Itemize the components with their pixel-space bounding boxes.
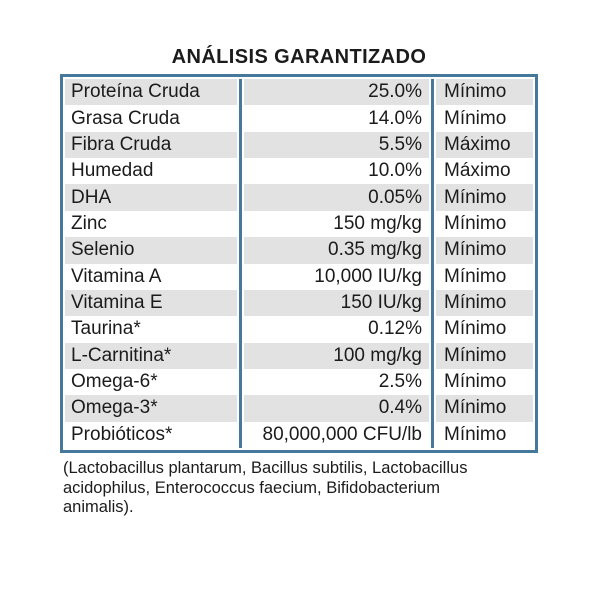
- table-row: Omega-3* 0.4% Mínimo: [65, 395, 533, 422]
- table-row: Taurina* 0.12% Mínimo: [65, 316, 533, 342]
- qualifier-cell: Mínimo: [444, 292, 507, 314]
- qualifier-cell: Mínimo: [444, 423, 507, 445]
- qualifier-cell: Máximo: [444, 133, 511, 155]
- qualifier-cell: Mínimo: [444, 371, 507, 393]
- qualifier-cell: Mínimo: [444, 344, 507, 366]
- nutrient-value-cell: 150 mg/kg: [333, 212, 422, 234]
- table-row: Zinc 150 mg/kg Mínimo: [65, 211, 533, 237]
- nutrient-value-cell: 5.5%: [378, 133, 422, 155]
- qualifier-cell: Mínimo: [444, 265, 507, 287]
- footnote-line: animalis).: [63, 498, 134, 516]
- table-row: DHA 0.05% Mínimo: [65, 184, 533, 211]
- column-divider: [237, 79, 244, 449]
- qualifier-cell: Mínimo: [444, 397, 507, 419]
- nutrient-value-cell: 10.0%: [368, 160, 422, 182]
- nutrient-name-cell: Proteína Cruda: [71, 81, 200, 103]
- nutrient-name-cell: Taurina*: [71, 318, 141, 340]
- table-row: L-Carnitina* 100 mg/kg Mínimo: [65, 342, 533, 369]
- table-row: Grasa Cruda 14.0% Mínimo: [65, 105, 533, 131]
- footnote-line: acidophilus, Enterococcus faecium, Bifid…: [63, 478, 440, 497]
- qualifier-cell: Mínimo: [444, 186, 507, 208]
- analysis-table-rows: Proteína Cruda 25.0% Mínimo Grasa Cruda …: [65, 79, 533, 449]
- nutrient-value-cell: 0.05%: [368, 186, 422, 208]
- table-row: Probióticos* 80,000,000 CFU/lb Mínimo: [65, 422, 533, 448]
- nutrient-name-cell: Omega-6*: [71, 371, 158, 393]
- table-row: Vitamina A 10,000 IU/kg Mínimo: [65, 264, 533, 290]
- table-row: Fibra Cruda 5.5% Máximo: [65, 131, 533, 159]
- nutrient-name-cell: Omega-3*: [71, 397, 158, 419]
- nutrient-name-cell: Zinc: [71, 212, 107, 234]
- nutrient-value-cell: 25.0%: [368, 81, 422, 103]
- footnote-line: (Lactobacillus plantarum, Bacillus subti…: [63, 459, 468, 477]
- nutrient-name-cell: DHA: [71, 186, 112, 208]
- nutrient-name-cell: Vitamina A: [71, 265, 162, 287]
- nutrient-value-cell: 2.5%: [378, 371, 422, 393]
- nutrient-value-cell: 10,000 IU/kg: [314, 265, 422, 287]
- qualifier-cell: Mínimo: [444, 239, 507, 261]
- nutrient-value-cell: 14.0%: [368, 107, 422, 129]
- qualifier-cell: Mínimo: [444, 81, 507, 103]
- nutrient-value-cell: 100 mg/kg: [333, 344, 422, 366]
- column-divider: [429, 79, 436, 449]
- table-row: Vitamina E 150 IU/kg Mínimo: [65, 289, 533, 317]
- nutrient-name-cell: Vitamina E: [71, 292, 163, 314]
- page-title: ANÁLISIS GARANTIZADO: [171, 46, 427, 68]
- nutrient-value-cell: 0.12%: [368, 318, 422, 340]
- nutrient-name-cell: Grasa Cruda: [71, 107, 180, 129]
- table-row: Proteína Cruda 25.0% Mínimo: [65, 79, 533, 106]
- nutrient-name-cell: Humedad: [71, 160, 154, 182]
- nutrient-name-cell: Selenio: [71, 239, 135, 261]
- table-row: Selenio 0.35 mg/kg Mínimo: [65, 237, 533, 264]
- nutrient-value-cell: 0.35 mg/kg: [328, 239, 422, 261]
- analysis-table: Proteína Cruda 25.0% Mínimo Grasa Cruda …: [60, 74, 538, 454]
- nutrient-value-cell: 0.4%: [378, 397, 422, 419]
- table-row: Humedad 10.0% Máximo: [65, 158, 533, 184]
- nutrient-value-cell: 80,000,000 CFU/lb: [262, 423, 423, 445]
- probiotics-footnote: (Lactobacillus plantarum, Bacillus subti…: [63, 459, 543, 518]
- nutrient-name-cell: L-Carnitina*: [71, 344, 172, 366]
- table-row: Omega-6* 2.5% Mínimo: [65, 369, 533, 395]
- nutrient-name-cell: Probióticos*: [71, 423, 173, 445]
- nutrient-name-cell: Fibra Cruda: [71, 133, 172, 155]
- qualifier-cell: Mínimo: [444, 107, 507, 129]
- qualifier-cell: Mínimo: [444, 212, 507, 234]
- nutrient-value-cell: 150 IU/kg: [340, 292, 422, 314]
- qualifier-cell: Máximo: [444, 160, 511, 182]
- qualifier-cell: Mínimo: [444, 318, 507, 340]
